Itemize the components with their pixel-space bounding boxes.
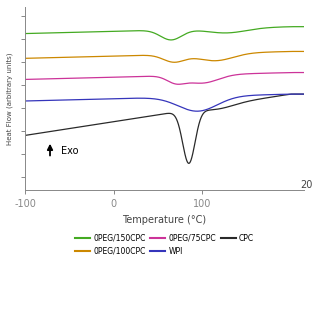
Text: Exo: Exo [60, 146, 78, 156]
X-axis label: Temperature (°C): Temperature (°C) [123, 215, 207, 225]
Text: 20: 20 [300, 180, 313, 190]
Y-axis label: Heat Flow (arbitrary units): Heat Flow (arbitrary units) [7, 52, 13, 145]
Legend: 0PEG/150CPC, 0PEG/100CPC, 0PEG/75CPC, WPI, CPC: 0PEG/150CPC, 0PEG/100CPC, 0PEG/75CPC, WP… [72, 231, 257, 259]
